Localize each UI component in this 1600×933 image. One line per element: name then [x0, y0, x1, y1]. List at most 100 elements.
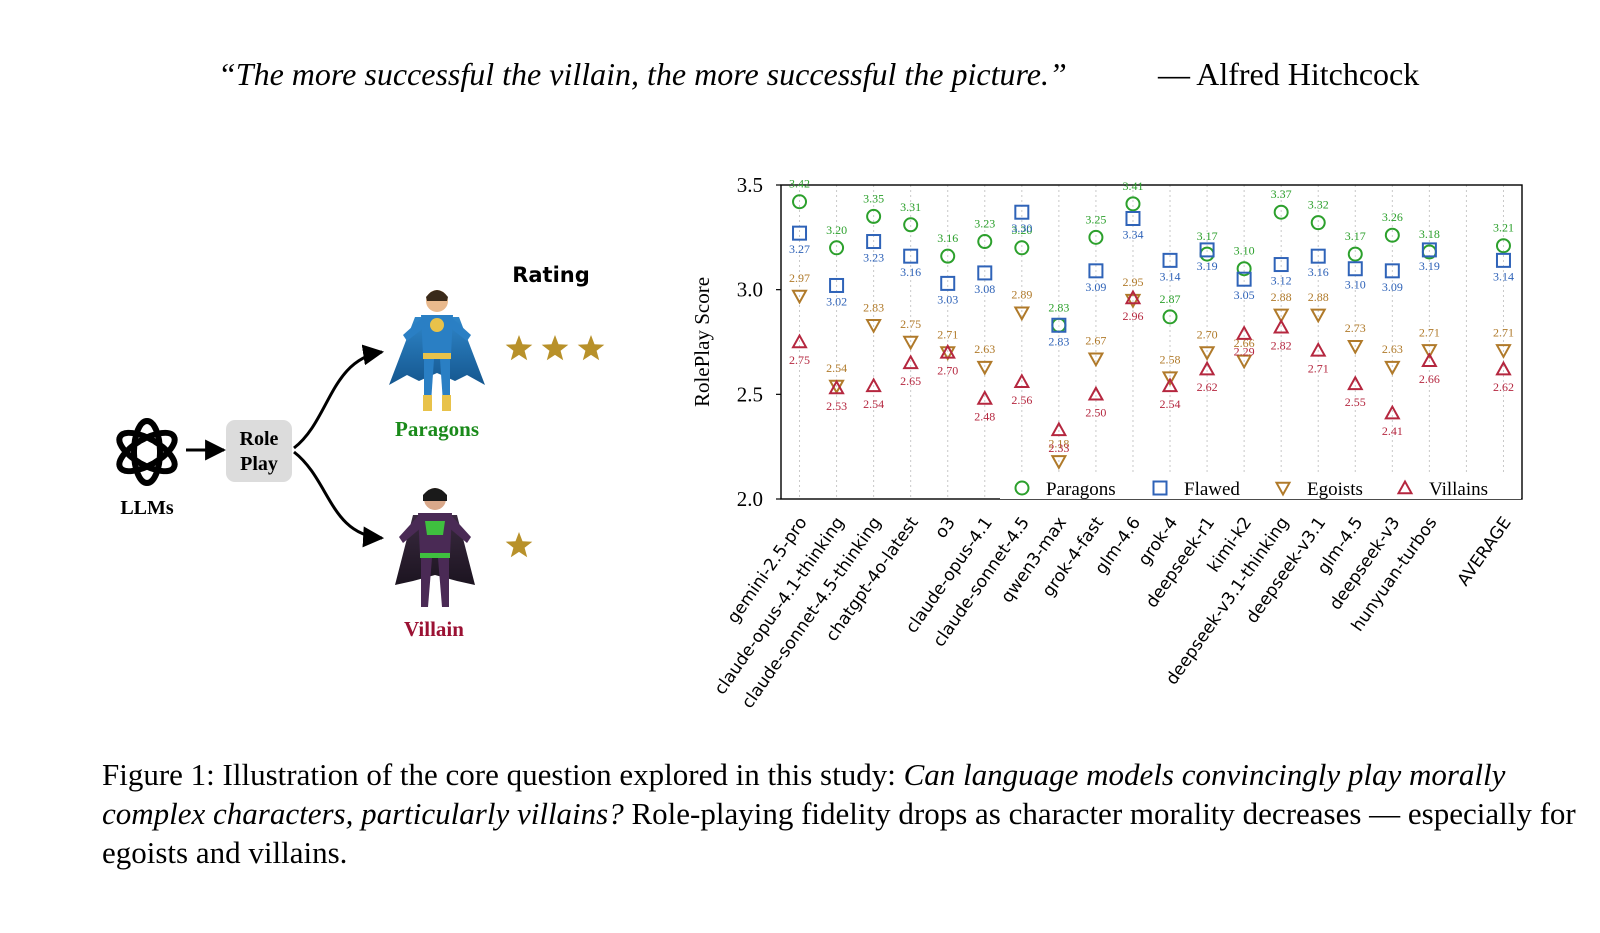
data-label-egoists: 2.88 [1308, 290, 1329, 304]
legend-label-villains: Villains [1429, 479, 1488, 500]
roleplay-label-line1: Role [240, 428, 279, 450]
legend-box [1000, 475, 1521, 499]
data-point-paragons [977, 234, 993, 250]
data-label-paragons: 3.31 [900, 200, 921, 214]
data-point-flawed [1347, 261, 1363, 277]
legend-marker-paragons [1014, 480, 1030, 496]
caption-question: Can language models convincingly play mo… [102, 757, 1506, 831]
data-label-paragons: 3.26 [1382, 210, 1403, 224]
x-tick-label: AVERAGE [1454, 513, 1516, 589]
data-point-egoists [1235, 354, 1253, 370]
data-label-paragons: 3.16 [937, 231, 958, 245]
data-point-egoists [976, 360, 993, 376]
figure-caption: Figure 1: Illustration of the core quest… [102, 755, 1582, 872]
data-point-flawed [1051, 317, 1067, 333]
data-point-flawed [1495, 252, 1511, 268]
data-label-egoists: 2.88 [1271, 290, 1292, 304]
data-point-paragons [1125, 196, 1141, 212]
data-point-villains [902, 354, 919, 370]
data-point-villains [1310, 341, 1327, 357]
y-tick-label: 3.5 [737, 173, 763, 197]
data-point-paragons [903, 217, 919, 233]
data-point-paragons [1347, 246, 1363, 262]
villain-label: Villain [404, 617, 464, 641]
data-point-egoists [1384, 360, 1401, 376]
llm-label: LLMs [120, 497, 174, 519]
epigraph-text: “The more successful the villain, the mo… [218, 56, 1067, 92]
data-label-villains: 2.50 [1085, 405, 1106, 419]
data-point-paragons [1236, 261, 1252, 277]
data-label-flawed: 3.34 [1122, 227, 1143, 241]
data-point-egoists [791, 289, 808, 305]
data-point-paragons [1162, 309, 1178, 325]
data-point-flawed [792, 225, 808, 241]
data-point-flawed [1310, 248, 1326, 264]
roleplay-label-line2: Play [240, 453, 278, 475]
data-label-flawed: 3.27 [789, 242, 810, 256]
villain-icon [395, 488, 475, 607]
data-label-flawed: 3.09 [1382, 280, 1403, 294]
data-point-villains [1087, 385, 1105, 401]
data-label-egoists: 2.54 [826, 361, 847, 375]
data-label-flawed: 3.16 [1308, 265, 1329, 279]
data-label-villains: 2.62 [1493, 380, 1514, 394]
roleplay-illustration: LLMs Role Play Rating Paragons V [116, 263, 605, 641]
data-point-villains [1384, 404, 1401, 420]
data-point-flawed [1421, 242, 1437, 258]
data-label-paragons: 3.21 [1493, 221, 1514, 235]
data-point-villains [1347, 375, 1364, 391]
star-icon [577, 335, 605, 361]
data-point-flawed [866, 234, 882, 250]
data-label-flawed: 3.09 [1085, 280, 1106, 294]
legend-label-egoists: Egoists [1307, 479, 1363, 500]
data-label-paragons: 3.25 [1085, 212, 1106, 226]
data-point-egoists [1272, 308, 1290, 324]
data-point-egoists [1421, 344, 1438, 359]
data-point-egoists [1161, 371, 1179, 387]
data-point-villains [865, 377, 882, 393]
data-point-egoists [1050, 455, 1068, 470]
data-label-paragons: 3.35 [863, 191, 884, 205]
data-point-villains [1235, 325, 1253, 340]
data-label-villains: 2.75 [789, 353, 810, 367]
data-point-flawed [1273, 257, 1289, 273]
data-point-villains [1198, 360, 1216, 376]
data-label-villains: 2.65 [900, 374, 921, 388]
data-point-flawed [1199, 242, 1215, 258]
data-label-villains: 2.29 [1234, 345, 1255, 359]
data-label-villains: 2.41 [1382, 424, 1403, 438]
data-label-flawed: 3.12 [1271, 274, 1292, 288]
data-label-egoists: 2.97 [789, 271, 810, 285]
data-point-flawed [940, 275, 956, 291]
rating-label: Rating [512, 263, 590, 287]
data-point-flawed [1236, 271, 1252, 287]
data-label-flawed: 3.30 [1011, 221, 1032, 235]
data-label-paragons: 3.20 [1011, 223, 1032, 237]
y-tick-label: 2.5 [737, 382, 763, 406]
villain-rating-stars [505, 532, 533, 558]
data-point-egoists [902, 335, 919, 351]
data-label-paragons: 3.20 [826, 223, 847, 237]
data-label-flawed: 3.19 [1419, 259, 1440, 273]
data-label-flawed: 3.03 [937, 292, 958, 306]
data-label-flawed: 2.83 [1048, 334, 1069, 348]
data-point-paragons [1273, 204, 1289, 220]
data-point-villains [1050, 421, 1068, 437]
data-label-flawed: 3.14 [1493, 269, 1514, 283]
data-point-flawed [1125, 210, 1141, 226]
legend-marker-villains [1396, 479, 1414, 495]
data-point-villains [828, 379, 845, 395]
data-label-villains: 2.53 [826, 399, 847, 413]
epigraph: “The more successful the villain, the mo… [0, 52, 1600, 102]
data-label-egoists: 2.63 [974, 342, 995, 356]
data-label-flawed: 3.05 [1234, 288, 1255, 302]
data-point-villains [976, 389, 993, 405]
y-tick-label: 2.0 [737, 487, 763, 511]
data-point-flawed [903, 248, 919, 264]
data-point-villains [1272, 318, 1290, 334]
plot-frame [780, 184, 1523, 500]
roleplay-box [226, 420, 292, 482]
data-label-flawed: 3.23 [863, 251, 884, 265]
data-point-flawed [1384, 263, 1400, 279]
data-point-paragons [1088, 229, 1104, 245]
